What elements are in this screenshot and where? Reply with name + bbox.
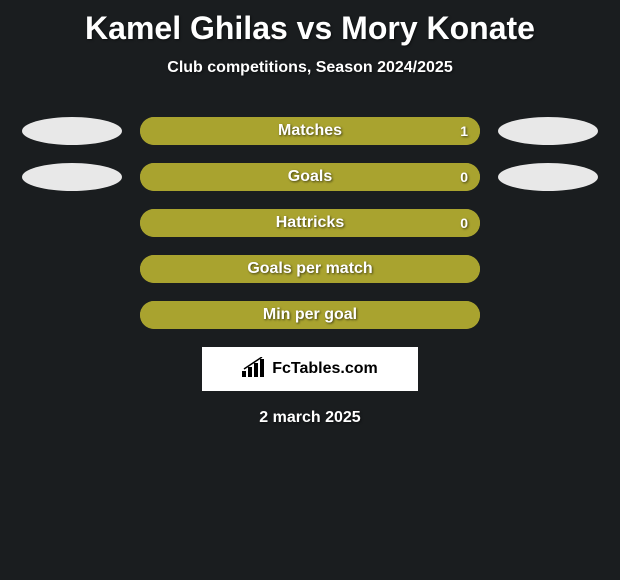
stat-bar: Matches1 bbox=[140, 117, 480, 145]
stat-bar: Hattricks0 bbox=[140, 209, 480, 237]
stat-value-right: 0 bbox=[460, 209, 468, 237]
stat-label: Hattricks bbox=[140, 209, 480, 237]
stat-label: Min per goal bbox=[140, 301, 480, 329]
stat-label: Matches bbox=[140, 117, 480, 145]
stat-bar: Min per goal bbox=[140, 301, 480, 329]
chart-icon bbox=[242, 357, 266, 382]
stat-value-right: 0 bbox=[460, 163, 468, 191]
stat-row: Goals0 bbox=[0, 163, 620, 191]
stat-row: Min per goal bbox=[0, 301, 620, 329]
stat-row: Hattricks0 bbox=[0, 209, 620, 237]
stat-row: Goals per match bbox=[0, 255, 620, 283]
comparison-infographic: Kamel Ghilas vs Mory Konate Club competi… bbox=[0, 0, 620, 580]
player2-avatar bbox=[498, 117, 598, 145]
title-vs: vs bbox=[297, 10, 333, 46]
subtitle: Club competitions, Season 2024/2025 bbox=[167, 59, 452, 77]
page-title: Kamel Ghilas vs Mory Konate bbox=[85, 10, 535, 47]
date-label: 2 march 2025 bbox=[259, 409, 360, 427]
brand-text: FcTables.com bbox=[272, 360, 378, 378]
stat-label: Goals bbox=[140, 163, 480, 191]
stats-list: Matches1Goals0Hattricks0Goals per matchM… bbox=[0, 117, 620, 329]
brand-badge: FcTables.com bbox=[202, 347, 418, 391]
player1-avatar bbox=[22, 117, 122, 145]
stat-bar: Goals0 bbox=[140, 163, 480, 191]
stat-row: Matches1 bbox=[0, 117, 620, 145]
title-player1: Kamel Ghilas bbox=[85, 10, 288, 46]
stat-label: Goals per match bbox=[140, 255, 480, 283]
title-player2: Mory Konate bbox=[341, 10, 535, 46]
player1-avatar bbox=[22, 163, 122, 191]
stat-value-right: 1 bbox=[460, 117, 468, 145]
player2-avatar bbox=[498, 163, 598, 191]
stat-bar: Goals per match bbox=[140, 255, 480, 283]
